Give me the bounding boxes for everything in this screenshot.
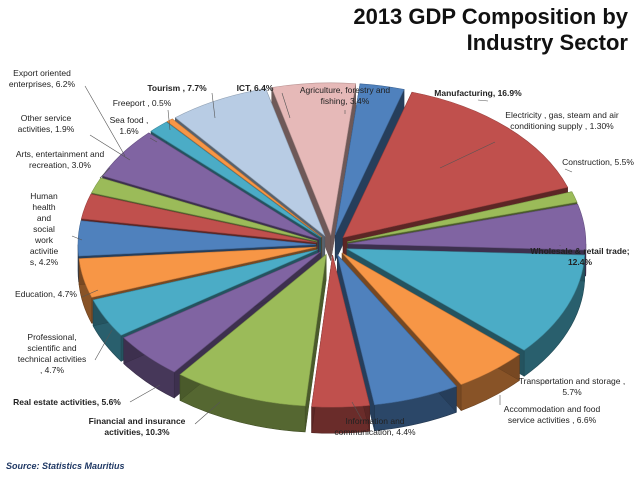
leader-line-19 [211, 92, 216, 119]
pie-slice-8 [311, 255, 371, 434]
leader-line-18 [167, 109, 171, 131]
pie-slice-9 [179, 253, 327, 433]
slice-label-9: Financial and insurance activities, 10.3% [89, 416, 186, 437]
leader-line-20 [281, 92, 291, 119]
leader-line-6 [544, 379, 549, 385]
slice-label-20: ICT, 6.4% [237, 83, 274, 93]
leader-line-9 [194, 401, 221, 425]
slice-label-1: Agriculture, forestry and fishing, 3.4% [300, 85, 391, 106]
chart-title: 2013 GDP Composition by Industry Sector [353, 4, 628, 55]
slice-label-12: Education, 4.7% [15, 289, 77, 299]
leader-line-2 [477, 99, 489, 102]
slice-label-14: Arts, entertainment and recreation, 3.0% [16, 149, 105, 170]
leader-line-15 [89, 134, 131, 161]
slice-label-4: Construction, 5.5% [562, 157, 634, 167]
leader-line-11 [94, 329, 113, 361]
slice-label-18: Freeport , 0.5% [113, 98, 172, 108]
slice-label-2: Manufacturing, 16.9% [434, 88, 522, 98]
leader-line-17 [149, 137, 158, 143]
leader-line-16 [84, 85, 126, 157]
leader-line-14 [99, 167, 111, 179]
leader-line-3 [439, 141, 496, 169]
leader-line-8 [351, 401, 363, 421]
slice-label-10: Real estate activities, 5.6% [13, 397, 121, 407]
slice-label-16: Export oriented enterprises, 6.2% [9, 68, 76, 89]
slice-label-13: Human health and social work activitie s, 4.2% [30, 191, 59, 267]
slice-label-5: Wholesale & retail trade; 12.4% [530, 246, 629, 267]
slice-label-15: Other service activities, 1.9% [18, 113, 75, 134]
slice-label-3: Electricity , gas, steam and air conditio… [505, 110, 619, 131]
source-note: Source: Statistics Mauritius [6, 461, 125, 471]
slice-label-6: Transportation and storage , 5.7% [519, 376, 625, 397]
slice-label-7: Accommodation and food service activities… [504, 404, 601, 425]
leader-line-4 [564, 168, 573, 173]
slice-label-17: Sea food , 1.6% [110, 115, 149, 136]
leader-line-10 [129, 384, 161, 403]
leader-line-12 [81, 289, 99, 298]
slice-label-19: Tourism , 7.7% [147, 83, 207, 93]
slice-label-8: Information and communication, 4.4% [334, 416, 416, 437]
leader-line-13 [71, 235, 83, 241]
slice-label-11: Professional, scientific and technical act… [18, 332, 87, 375]
